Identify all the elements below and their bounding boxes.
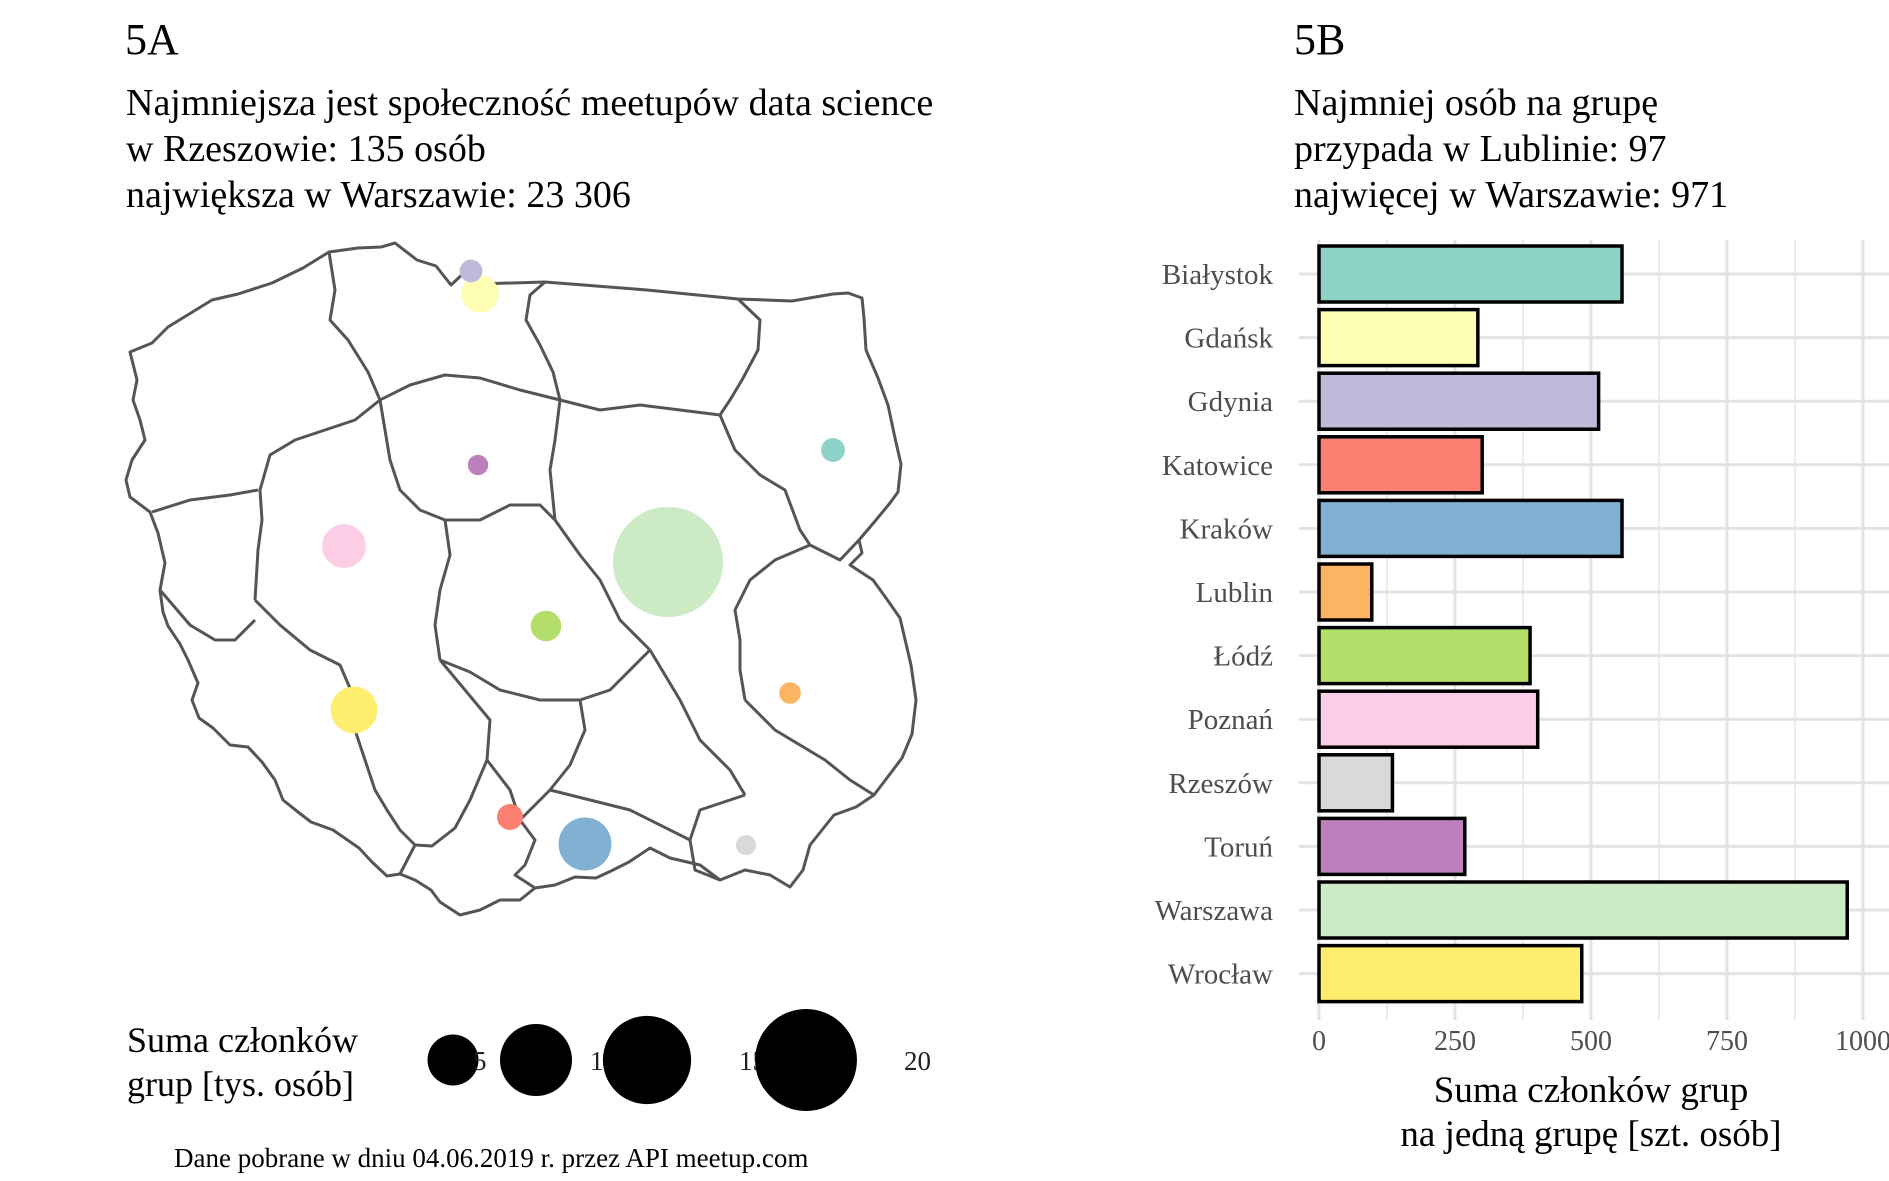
bubble-bialystok	[821, 438, 845, 462]
border-kujawskie-south	[378, 399, 557, 522]
x-tick-500: 500	[1570, 1026, 1612, 1057]
border-slaskie-malopolskie	[485, 759, 537, 890]
bar-chart: Białystok Gdańsk Gdynia Katowice Kraków Lubli…	[1155, 240, 1889, 1155]
size-legend-circle-15	[602, 1015, 692, 1105]
size-legend: 5101520	[427, 1009, 931, 1111]
x-tick-1000: 1000	[1835, 1026, 1889, 1057]
bar-gdynia	[1317, 371, 1601, 431]
size-legend-circle-20	[755, 1009, 857, 1111]
border-warminskie-podlaskie	[718, 297, 762, 416]
panel-a-subtitle-line-2: w Rzeszowie: 135 osób	[126, 128, 486, 170]
border-wielkopolskie-lodzkie	[433, 519, 452, 661]
bar-rzeszow	[1317, 753, 1395, 813]
border-mazowieckie-west	[548, 399, 562, 521]
bar-label-bialystok: Białystok	[1162, 259, 1274, 291]
panel-a-label: 5A	[125, 15, 179, 64]
bar-krakow	[1317, 498, 1624, 559]
bar-label-rzeszow: Rzeszów	[1168, 768, 1273, 800]
bar-label-lublin: Lublin	[1196, 577, 1274, 609]
panel-a-subtitle-line-3: największa w Warszawie: 23 306	[126, 174, 631, 216]
bubble-lodz	[530, 610, 562, 642]
bar-label-warszawa: Warszawa	[1155, 895, 1274, 927]
border-pomorskie-zachodniopomorskie	[327, 251, 382, 401]
bar-bialystok	[1317, 244, 1624, 304]
panel-b-subtitle: Najmniej osób na grupę przypada w Lublin…	[1294, 80, 1728, 218]
bar-label-wroclaw: Wrocław	[1168, 959, 1273, 991]
border-swietokrzyskie-south	[518, 699, 587, 822]
size-legend-circle-5	[427, 1034, 479, 1086]
bar-label-katowice: Katowice	[1162, 450, 1273, 482]
bubble-torun	[467, 454, 489, 476]
map-bubbles	[322, 259, 845, 871]
bubble-katowice	[497, 804, 523, 830]
data-source-caption: Dane pobrane w dniu 04.06.2019 r. przez …	[174, 1143, 809, 1173]
size-legend-label-20: 20	[904, 1046, 931, 1076]
bubble-rzeszow	[736, 835, 756, 855]
border-malopolskie-swietokrzyskie	[549, 788, 691, 842]
x-tick-250: 250	[1434, 1026, 1476, 1057]
border-lubuskie-dolnoslaskie	[158, 589, 257, 642]
bar-warszawa	[1317, 880, 1849, 940]
border-swietokrzyskie-east	[648, 649, 747, 796]
panel-b-label: 5B	[1294, 15, 1346, 64]
bubble-wroclaw	[330, 686, 378, 734]
x-axis-title-line-1: Suma członków grup	[1434, 1070, 1748, 1111]
panel-b-subtitle-line-2: przypada w Lublinie: 97	[1294, 128, 1667, 170]
x-tick-0: 0	[1312, 1026, 1326, 1057]
size-legend-title: Suma członków grup [tys. osób]	[127, 1018, 358, 1106]
bubble-poznan	[322, 524, 366, 568]
panel-a-subtitle: Najmniejsza jest społeczność meetupów da…	[126, 80, 933, 218]
panel-b-subtitle-line-3: najwięcej w Warszawie: 971	[1294, 174, 1729, 216]
bar-label-krakow: Kraków	[1180, 513, 1273, 545]
bar-label-gdynia: Gdynia	[1188, 386, 1274, 418]
bar-label-lodz: Łódź	[1213, 641, 1273, 673]
bar-label-torun: Toruń	[1204, 831, 1273, 863]
bar-poznan	[1317, 689, 1540, 749]
border-dolnoslaskie-opolskie	[353, 729, 417, 847]
bubble-warszawa	[613, 507, 723, 617]
bar-label-gdansk: Gdańsk	[1184, 323, 1273, 355]
size-legend-label-5: 5	[473, 1046, 487, 1076]
size-legend-circle-10	[499, 1023, 573, 1097]
size-legend-title-line-2: grup [tys. osób]	[127, 1064, 354, 1104]
border-mazowieckie-north	[559, 398, 721, 417]
border-lubelskie-podkarpackie	[743, 698, 875, 797]
border-lodzkie-south	[439, 648, 652, 702]
border-mazowieckie-lubelskie	[733, 543, 811, 701]
x-tick-750: 750	[1706, 1026, 1748, 1057]
bar-label-poznan: Poznań	[1188, 704, 1274, 736]
x-axis-title-line-2: na jedną grupę [szt. osób]	[1400, 1114, 1781, 1155]
bubble-lublin	[779, 682, 801, 704]
bar-katowice	[1317, 435, 1484, 495]
border-opolskie-slaskie	[398, 659, 492, 875]
border-lodzkie-mazowieckie	[553, 519, 652, 652]
bar-torun	[1317, 816, 1467, 877]
bubble-gdynia	[459, 259, 483, 283]
border-podlaskie-mazowieckie	[718, 414, 861, 562]
panel-a-subtitle-line-1: Najmniejsza jest społeczność meetupów da…	[126, 82, 934, 124]
border-pomorskie-warminskie	[524, 280, 562, 401]
border-zachodniopomorskie-lubuskie	[151, 488, 259, 514]
size-legend-title-line-1: Suma członków	[127, 1020, 358, 1060]
bubble-gdansk	[461, 275, 499, 313]
poland-bubble-map	[124, 241, 918, 917]
bar-wroclaw	[1317, 943, 1584, 1004]
map-borders	[124, 241, 918, 917]
bar-lodz	[1317, 625, 1532, 686]
bar-lublin	[1317, 562, 1374, 622]
bubble-krakow	[558, 817, 612, 871]
poland-outline	[124, 241, 918, 917]
panel-b-subtitle-line-1: Najmniej osób na grupę	[1294, 82, 1659, 124]
border-kujawskie-north	[379, 373, 561, 402]
border-wielkopolskie-west	[253, 398, 381, 601]
bar-gdansk	[1317, 307, 1480, 368]
